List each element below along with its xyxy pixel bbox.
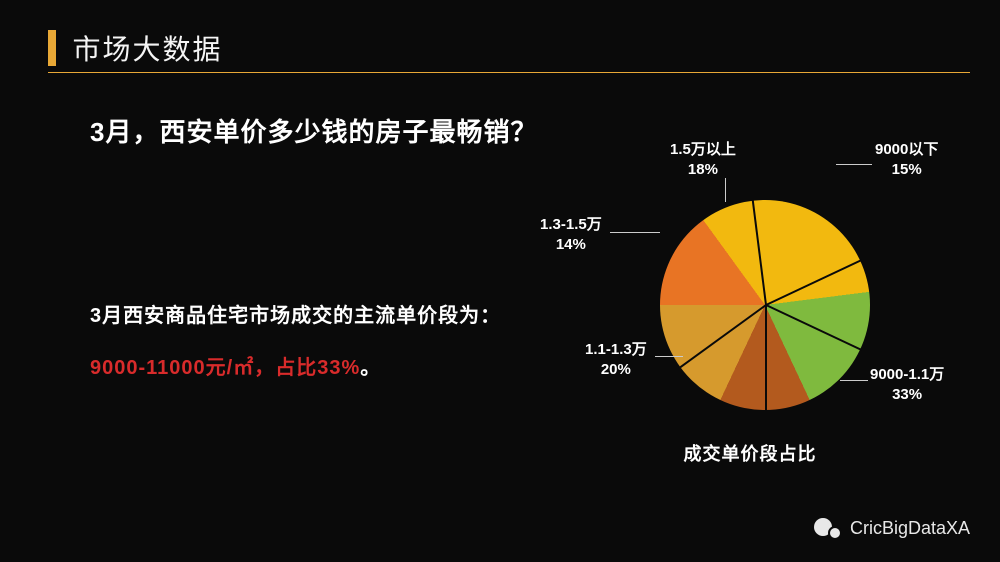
page-title: 市场大数据 bbox=[72, 28, 222, 68]
pie-label-text: 9000-1.1万 bbox=[870, 366, 944, 383]
pie-label: 1.5万以上 18% bbox=[670, 140, 736, 179]
pie-label: 1.1-1.3万 20% bbox=[585, 340, 647, 379]
header: 市场大数据 bbox=[48, 28, 952, 68]
pie-label-pct: 18% bbox=[670, 160, 736, 180]
pie-leader-line bbox=[655, 356, 683, 357]
chart-caption: 成交单价段占比 bbox=[540, 440, 960, 466]
header-divider bbox=[48, 72, 970, 73]
pie-leader-line bbox=[840, 380, 868, 381]
watermark-text: CricBigDataXA bbox=[850, 518, 970, 539]
pie-label-text: 1.1-1.3万 bbox=[585, 341, 647, 358]
pie-label-pct: 14% bbox=[540, 235, 602, 255]
summary-line-2: 9000-11000元/㎡，占比33%。 bbox=[90, 342, 530, 394]
pie-label-pct: 33% bbox=[870, 385, 944, 405]
pie-label-text: 1.3-1.5万 bbox=[540, 216, 602, 233]
pie-label: 1.3-1.5万 14% bbox=[540, 215, 602, 254]
wechat-icon bbox=[814, 514, 842, 542]
summary-highlight: 9000-11000元/㎡，占比33% bbox=[90, 357, 360, 379]
pie-label-text: 9000以下 bbox=[875, 141, 938, 158]
pie-label: 9000-1.1万 33% bbox=[870, 365, 944, 404]
summary-line-1: 3月西安商品住宅市场成交的主流单价段为： bbox=[90, 290, 530, 342]
summary-suffix: 。 bbox=[360, 357, 381, 379]
pie-label: 9000以下 15% bbox=[875, 140, 938, 179]
pie-disc bbox=[660, 200, 870, 410]
summary-text: 3月西安商品住宅市场成交的主流单价段为： 9000-11000元/㎡，占比33%… bbox=[90, 290, 530, 394]
header-accent-bar bbox=[48, 30, 56, 66]
watermark: CricBigDataXA bbox=[814, 514, 970, 542]
pie-leader-line bbox=[725, 178, 726, 202]
pie-label-text: 1.5万以上 bbox=[670, 141, 736, 158]
pie-label-pct: 20% bbox=[585, 360, 647, 380]
pie-leader-line bbox=[836, 164, 872, 165]
pie-leader-line bbox=[610, 232, 660, 233]
pie-separator bbox=[765, 305, 767, 411]
headline-question: 3月，西安单价多少钱的房子最畅销？ bbox=[90, 112, 537, 149]
pie-label-pct: 15% bbox=[875, 160, 938, 180]
pie-chart: 9000以下 15% 9000-1.1万 33% 1.1-1.3万 20% 1.3-1.5万… bbox=[540, 140, 960, 480]
